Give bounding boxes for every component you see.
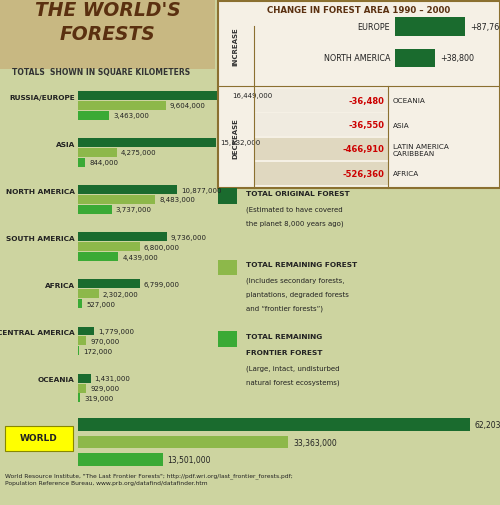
Text: 844,000: 844,000 (89, 160, 118, 166)
FancyBboxPatch shape (78, 394, 80, 402)
FancyBboxPatch shape (0, 0, 215, 70)
FancyBboxPatch shape (254, 114, 388, 137)
FancyBboxPatch shape (78, 233, 167, 242)
Text: 4,275,000: 4,275,000 (120, 150, 156, 156)
Text: 13,501,000: 13,501,000 (168, 455, 211, 464)
Text: natural forest ecosystems): natural forest ecosystems) (246, 378, 339, 385)
FancyBboxPatch shape (218, 2, 500, 188)
Text: ASIA: ASIA (56, 141, 75, 147)
FancyBboxPatch shape (78, 112, 110, 120)
FancyBboxPatch shape (218, 260, 236, 276)
Text: 929,000: 929,000 (90, 385, 119, 391)
Text: 62,203,000: 62,203,000 (475, 420, 500, 429)
Text: 9,604,000: 9,604,000 (170, 103, 205, 109)
Text: AFRICA: AFRICA (45, 282, 75, 288)
Text: TOTAL REMAINING: TOTAL REMAINING (246, 333, 322, 339)
Text: 2,302,000: 2,302,000 (102, 291, 139, 297)
Text: INCREASE: INCREASE (233, 27, 239, 66)
Text: FRONTIER FOREST: FRONTIER FOREST (246, 349, 322, 355)
Text: 1,431,000: 1,431,000 (94, 375, 130, 381)
Text: CHANGE IN FOREST AREA 1990 – 2000: CHANGE IN FOREST AREA 1990 – 2000 (267, 6, 450, 15)
Text: (Estimated to have covered: (Estimated to have covered (246, 206, 342, 212)
FancyBboxPatch shape (254, 89, 388, 112)
Text: EUROPE: EUROPE (358, 23, 390, 32)
Text: 527,000: 527,000 (86, 301, 116, 307)
FancyBboxPatch shape (78, 186, 178, 195)
Text: CARIBBEAN: CARIBBEAN (392, 150, 435, 156)
FancyBboxPatch shape (78, 159, 85, 167)
Text: -466,910: -466,910 (342, 145, 384, 154)
FancyBboxPatch shape (78, 346, 79, 356)
Text: DECREASE: DECREASE (233, 118, 239, 158)
Text: TOTAL ORIGINAL FOREST: TOTAL ORIGINAL FOREST (246, 190, 349, 196)
Text: NORTH AMERICA: NORTH AMERICA (6, 188, 75, 194)
FancyBboxPatch shape (218, 332, 236, 347)
Text: 15,132,000: 15,132,000 (220, 140, 260, 146)
Text: OCEANIA: OCEANIA (392, 98, 426, 104)
Text: CENTRAL AMERICA: CENTRAL AMERICA (0, 330, 75, 335)
Text: WORLD: WORLD (20, 434, 58, 442)
FancyBboxPatch shape (78, 418, 470, 431)
Text: 319,000: 319,000 (84, 395, 114, 401)
Text: World Resource Institute, "The Last Frontier Forests"; http://pdf.wri.org/last_f: World Resource Institute, "The Last Fron… (5, 473, 293, 485)
FancyBboxPatch shape (78, 195, 156, 205)
Text: (Includes secondary forests,: (Includes secondary forests, (246, 277, 344, 284)
FancyBboxPatch shape (78, 243, 140, 251)
Text: LATIN AMERICA: LATIN AMERICA (392, 144, 448, 149)
Text: plantations, degraded forests: plantations, degraded forests (246, 291, 348, 297)
Text: 6,800,000: 6,800,000 (144, 244, 180, 250)
Text: 6,799,000: 6,799,000 (144, 281, 180, 287)
Text: 33,363,000: 33,363,000 (293, 438, 337, 446)
FancyBboxPatch shape (78, 337, 86, 346)
Text: SOUTH AMERICA: SOUTH AMERICA (6, 235, 75, 241)
Text: 3,737,000: 3,737,000 (116, 207, 152, 213)
FancyBboxPatch shape (78, 436, 288, 448)
FancyBboxPatch shape (78, 92, 229, 100)
Text: -526,360: -526,360 (342, 170, 384, 178)
Text: -36,550: -36,550 (348, 121, 384, 130)
FancyBboxPatch shape (78, 252, 118, 262)
Text: +87,760: +87,760 (470, 23, 500, 32)
Text: 9,736,000: 9,736,000 (171, 234, 207, 240)
Text: +38,800: +38,800 (440, 55, 474, 63)
Text: FORESTS: FORESTS (60, 25, 156, 43)
Text: NORTH AMERICA: NORTH AMERICA (324, 55, 390, 63)
FancyBboxPatch shape (5, 426, 72, 451)
Text: the planet 8,000 years ago): the planet 8,000 years ago) (246, 220, 343, 226)
Text: AFRICA: AFRICA (392, 171, 419, 177)
FancyBboxPatch shape (78, 148, 116, 158)
FancyBboxPatch shape (78, 280, 140, 289)
FancyBboxPatch shape (78, 290, 98, 298)
FancyBboxPatch shape (78, 299, 82, 309)
Text: OCEANIA: OCEANIA (38, 377, 75, 383)
Text: 10,877,000: 10,877,000 (182, 187, 222, 193)
FancyBboxPatch shape (395, 49, 435, 68)
Text: (Large, intact, undisturbed: (Large, intact, undisturbed (246, 365, 339, 371)
Text: TOTAL REMAINING FOREST: TOTAL REMAINING FOREST (246, 262, 357, 268)
Text: 3,463,000: 3,463,000 (114, 113, 149, 119)
Text: ASIA: ASIA (392, 122, 409, 128)
FancyBboxPatch shape (78, 102, 166, 111)
Text: 970,000: 970,000 (90, 338, 120, 344)
Text: 172,000: 172,000 (83, 348, 112, 354)
FancyBboxPatch shape (78, 384, 86, 393)
Text: 16,449,000: 16,449,000 (232, 93, 272, 99)
FancyBboxPatch shape (395, 18, 465, 36)
Text: -36,480: -36,480 (348, 96, 384, 106)
FancyBboxPatch shape (254, 138, 388, 161)
Text: 1,779,000: 1,779,000 (98, 328, 134, 334)
FancyBboxPatch shape (254, 163, 388, 185)
Text: 4,439,000: 4,439,000 (122, 254, 158, 260)
Text: TOTALS  SHOWN IN SQUARE KILOMETERS: TOTALS SHOWN IN SQUARE KILOMETERS (12, 68, 190, 76)
FancyBboxPatch shape (78, 453, 162, 466)
FancyBboxPatch shape (218, 188, 236, 204)
Text: RUSSIA/EUROPE: RUSSIA/EUROPE (9, 94, 75, 100)
FancyBboxPatch shape (78, 374, 90, 383)
Text: 8,483,000: 8,483,000 (160, 197, 195, 203)
Text: THE WORLD'S: THE WORLD'S (34, 1, 180, 20)
FancyBboxPatch shape (78, 206, 112, 215)
FancyBboxPatch shape (78, 327, 94, 336)
Text: and “frontier forests”): and “frontier forests”) (246, 305, 322, 312)
FancyBboxPatch shape (78, 139, 216, 147)
